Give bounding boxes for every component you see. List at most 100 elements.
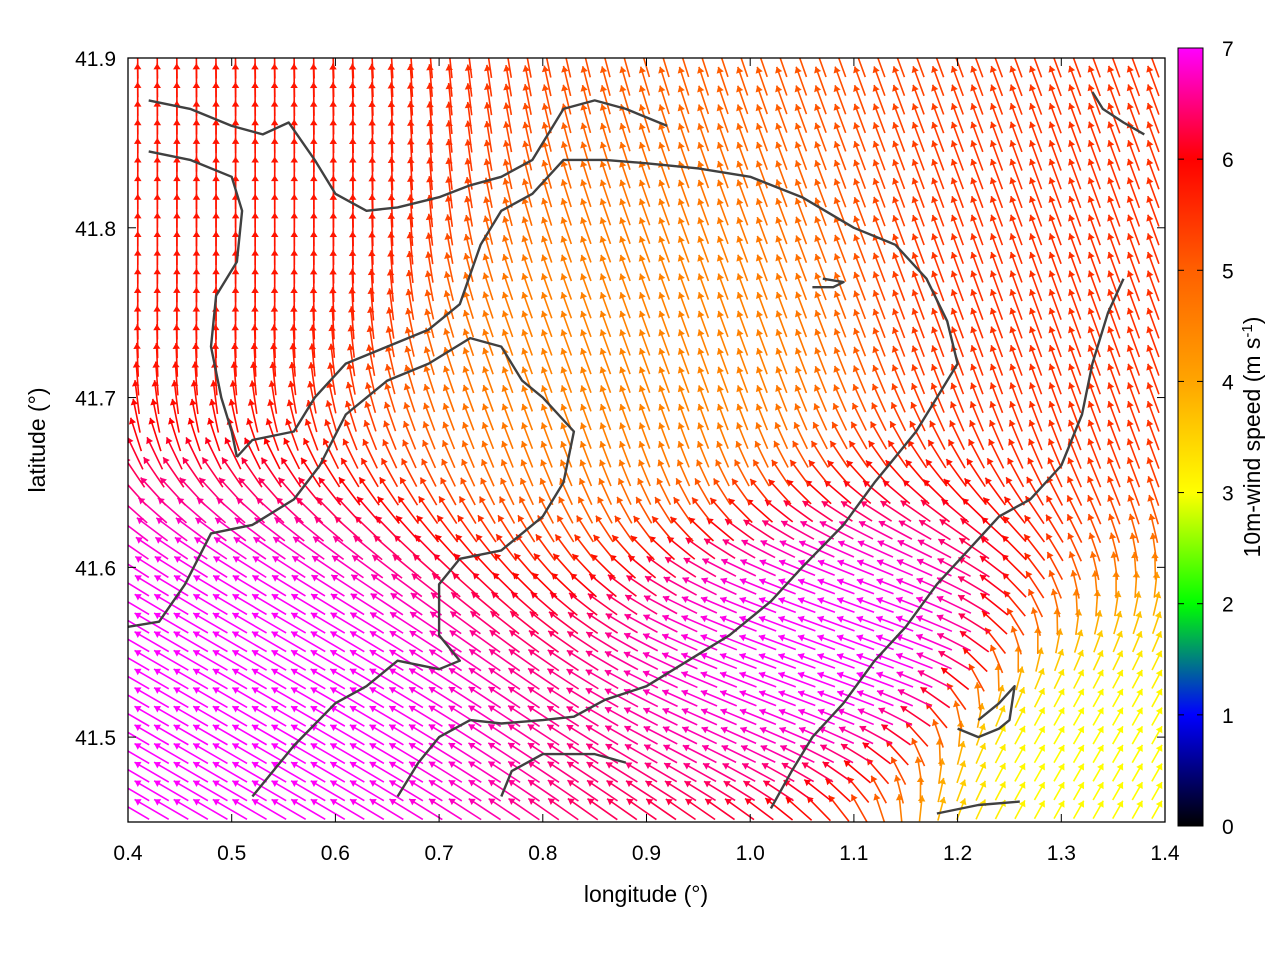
- wind-arrow: [348, 287, 356, 321]
- wind-arrow: [761, 762, 795, 783]
- wind-arrow: [503, 102, 513, 134]
- wind-arrow: [487, 723, 521, 746]
- wind-arrow: [794, 310, 808, 338]
- wind-arrow: [370, 573, 404, 598]
- wind-arrow: [677, 440, 690, 468]
- wind-arrow: [401, 458, 418, 488]
- wind-arrow: [1131, 688, 1144, 708]
- wind-arrow: [1048, 419, 1063, 451]
- wind-arrow: [1067, 457, 1082, 488]
- wind-arrow: [128, 768, 150, 783]
- wind-arrow: [892, 103, 906, 134]
- wind-arrow: [677, 179, 690, 207]
- wind-arrow: [1107, 65, 1121, 97]
- wind-arrow: [930, 345, 945, 376]
- x-tick-label: 0.9: [632, 842, 661, 865]
- wind-arrow: [377, 496, 401, 524]
- wind-arrow: [1146, 84, 1160, 115]
- wind-arrow: [677, 291, 690, 319]
- wind-arrow: [927, 439, 947, 469]
- wind-arrow: [853, 271, 867, 301]
- wind-arrow: [192, 631, 228, 653]
- wind-arrow: [290, 724, 326, 746]
- wind-arrow: [914, 756, 923, 785]
- wind-arrow: [148, 417, 162, 452]
- wind-arrow: [771, 459, 790, 487]
- wind-arrow: [758, 578, 796, 595]
- wind-arrow: [662, 614, 698, 633]
- wind-arrow: [483, 102, 493, 134]
- wind-arrow: [654, 496, 673, 524]
- wind-arrow: [449, 629, 482, 653]
- wind-arrow: [408, 798, 443, 821]
- wind-arrow: [872, 122, 886, 152]
- wind-arrow: [736, 235, 749, 263]
- wind-arrow: [579, 366, 592, 394]
- wind-arrow: [175, 517, 208, 542]
- wind-arrow: [153, 649, 189, 671]
- wind-arrow: [424, 308, 435, 339]
- wind-arrow: [1072, 58, 1082, 78]
- wind-arrow: [599, 122, 612, 152]
- wind-arrow: [979, 574, 1009, 597]
- wind-arrow: [1107, 400, 1121, 432]
- wind-arrow: [1126, 382, 1141, 414]
- wind-arrow: [739, 708, 777, 726]
- wind-arrow: [762, 780, 794, 802]
- wind-arrow: [1111, 744, 1124, 764]
- wind-arrow: [892, 196, 906, 227]
- wind-arrow: [720, 558, 757, 577]
- wind-arrow: [664, 780, 697, 802]
- wind-arrow: [560, 273, 573, 300]
- wind-arrow: [858, 520, 893, 540]
- wind-arrow: [231, 705, 268, 727]
- wind-arrow: [310, 780, 346, 802]
- wind-arrow: [853, 290, 867, 320]
- wind-arrow: [716, 179, 729, 208]
- wind-arrow: [744, 797, 774, 821]
- wind-arrow: [549, 591, 578, 616]
- wind-arrow: [1107, 326, 1121, 358]
- wind-arrow: [833, 346, 847, 375]
- wind-arrow: [681, 596, 718, 614]
- wind-arrow: [1109, 532, 1120, 562]
- wind-arrow: [457, 514, 478, 543]
- wind-arrow: [290, 798, 326, 821]
- wind-arrow: [1111, 725, 1124, 745]
- wind-arrow: [461, 458, 476, 487]
- wind-arrow: [567, 611, 599, 635]
- wind-arrow: [755, 216, 768, 245]
- wind-arrow: [310, 798, 346, 821]
- wind-arrow: [1009, 270, 1023, 302]
- wind-arrow: [755, 179, 768, 208]
- wind-arrow: [331, 555, 364, 579]
- wind-arrow: [522, 102, 533, 134]
- wind-arrow: [388, 686, 424, 709]
- wind-arrow: [1048, 214, 1062, 246]
- wind-arrow: [390, 592, 423, 616]
- wind-arrow: [579, 440, 592, 468]
- wind-arrow: [838, 726, 874, 745]
- wind-arrow: [228, 398, 239, 433]
- x-tick-label: 1.3: [1047, 842, 1076, 865]
- wind-arrow: [1009, 344, 1023, 376]
- wind-arrow: [658, 198, 670, 226]
- wind-arrow: [154, 574, 189, 597]
- wind-arrow: [560, 366, 573, 394]
- wind-arrow: [872, 308, 886, 339]
- wind-arrow: [444, 214, 454, 246]
- wind-arrow: [1009, 382, 1023, 414]
- wind-arrow: [1045, 533, 1064, 562]
- wind-arrow: [388, 668, 424, 690]
- wind-arrow: [513, 552, 538, 580]
- wind-arrow: [736, 217, 749, 245]
- wind-arrow: [599, 141, 612, 171]
- wind-arrow: [192, 780, 228, 802]
- wind-arrow: [1033, 800, 1046, 820]
- wind-arrow: [716, 385, 729, 412]
- wind-arrow: [1028, 177, 1043, 209]
- wind-arrow: [599, 217, 612, 245]
- wind-arrow: [369, 779, 404, 802]
- wind-arrow: [1033, 725, 1046, 745]
- wind-arrow: [1066, 495, 1083, 525]
